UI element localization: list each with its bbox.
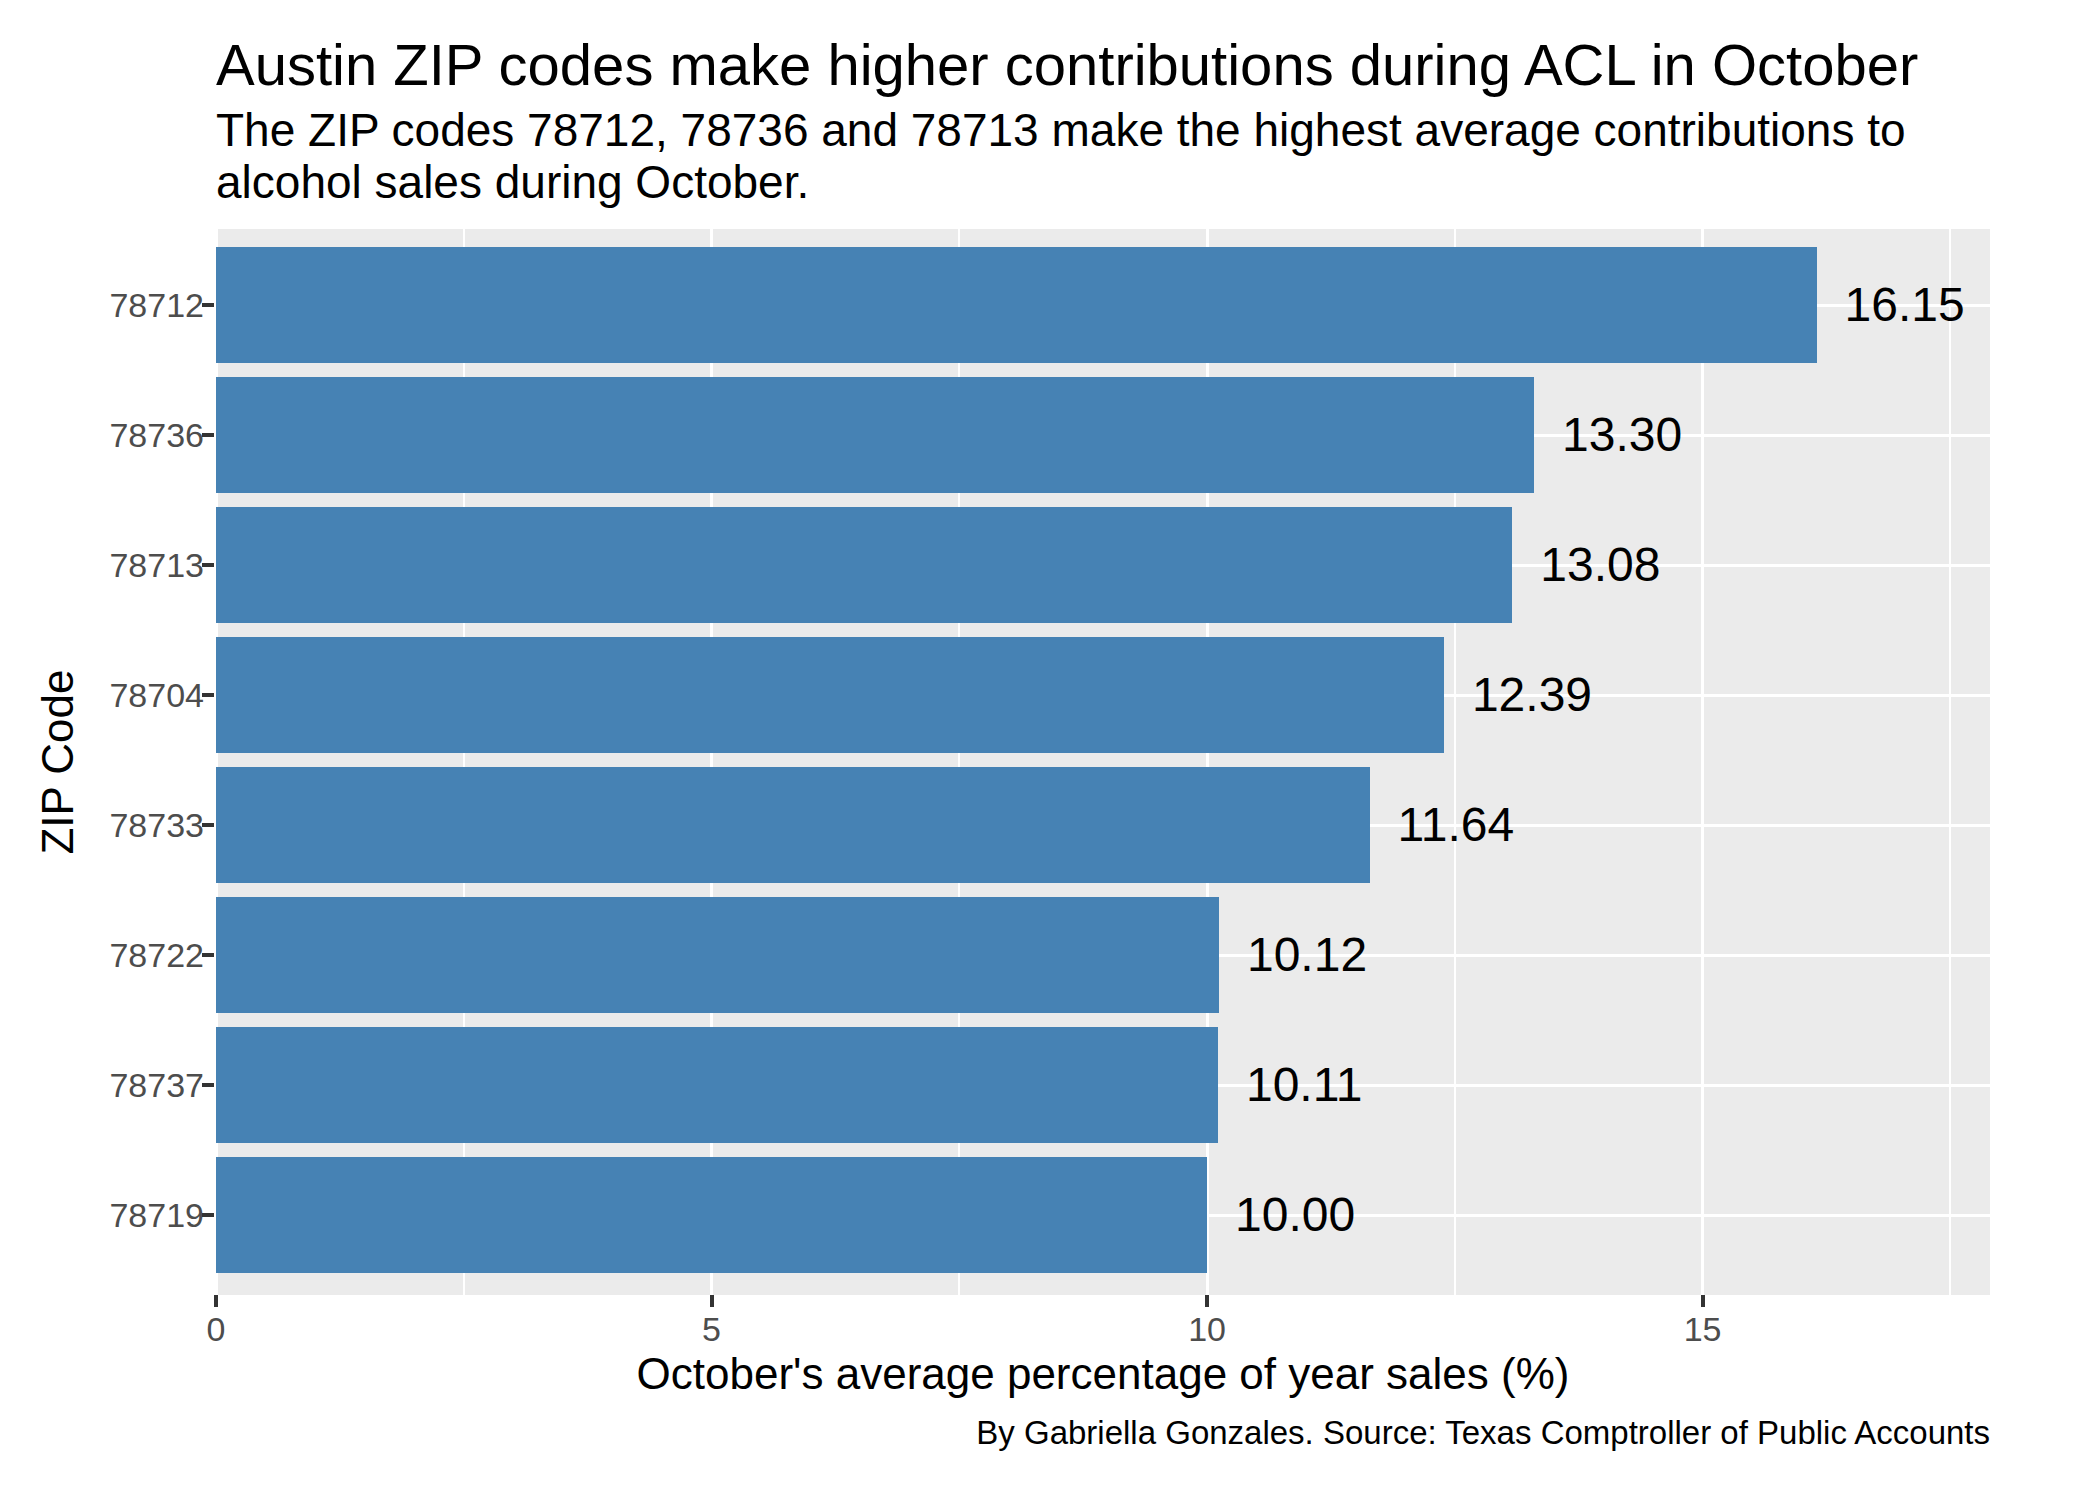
y-tick-label: 78733: [0, 808, 204, 842]
bar-78733: [216, 767, 1370, 883]
y-tick-mark: [202, 1213, 214, 1217]
x-tick-label: 10: [1147, 1312, 1267, 1346]
chart-title: Austin ZIP codes make higher contributio…: [216, 34, 1918, 96]
x-tick-mark: [710, 1295, 714, 1307]
bar-value-label: 10.00: [1235, 1191, 1355, 1239]
bar-value-label: 16.15: [1845, 281, 1965, 329]
y-tick-label: 78722: [0, 938, 204, 972]
plot-panel: 16.15 13.30 13.08 12.39 11.64 10.12 10.11 10.00: [216, 229, 1990, 1295]
bar-value-label: 10.12: [1247, 931, 1367, 979]
x-tick-mark: [214, 1295, 218, 1307]
bar-78704: [216, 637, 1444, 753]
bar-78719: [216, 1157, 1207, 1273]
bar-value-label: 10.11: [1246, 1061, 1363, 1109]
x-tick-mark: [1205, 1295, 1209, 1307]
bar-78713: [216, 507, 1512, 623]
y-tick-label: 78704: [0, 678, 204, 712]
bar-78736: [216, 377, 1534, 493]
bar-value-label: 13.30: [1562, 411, 1682, 459]
major-gridline: [1701, 229, 1704, 1295]
chart-subtitle: The ZIP codes 78712, 78736 and 78713 mak…: [216, 104, 1906, 208]
x-tick-mark: [1701, 1295, 1705, 1307]
y-tick-label: 78712: [0, 288, 204, 322]
y-tick-mark: [202, 1083, 214, 1087]
chart-subtitle-line-2: alcohol sales during October.: [216, 156, 1906, 208]
y-tick-label: 78736: [0, 418, 204, 452]
y-tick-mark: [202, 433, 214, 437]
bar-78722: [216, 897, 1219, 1013]
y-tick-mark: [202, 563, 214, 567]
bar-chart-figure: Austin ZIP codes make higher contributio…: [0, 0, 2100, 1499]
y-tick-label: 78719: [0, 1198, 204, 1232]
bar-78712: [216, 247, 1817, 363]
y-tick-mark: [202, 693, 214, 697]
minor-gridline: [1949, 229, 1951, 1295]
bar-78737: [216, 1027, 1218, 1143]
y-tick-mark: [202, 953, 214, 957]
chart-subtitle-line-1: The ZIP codes 78712, 78736 and 78713 mak…: [216, 104, 1906, 156]
bar-value-label: 13.08: [1540, 541, 1660, 589]
bar-value-label: 12.39: [1472, 671, 1592, 719]
y-tick-mark: [202, 303, 214, 307]
y-tick-mark: [202, 823, 214, 827]
y-tick-label: 78737: [0, 1068, 204, 1102]
chart-caption: By Gabriella Gonzales. Source: Texas Com…: [216, 1414, 1990, 1452]
y-tick-label: 78713: [0, 548, 204, 582]
x-axis-title: October's average percentage of year sal…: [216, 1350, 1990, 1398]
x-tick-label: 15: [1643, 1312, 1763, 1346]
x-tick-label: 0: [156, 1312, 276, 1346]
bar-value-label: 11.64: [1398, 801, 1515, 849]
x-tick-label: 5: [652, 1312, 772, 1346]
